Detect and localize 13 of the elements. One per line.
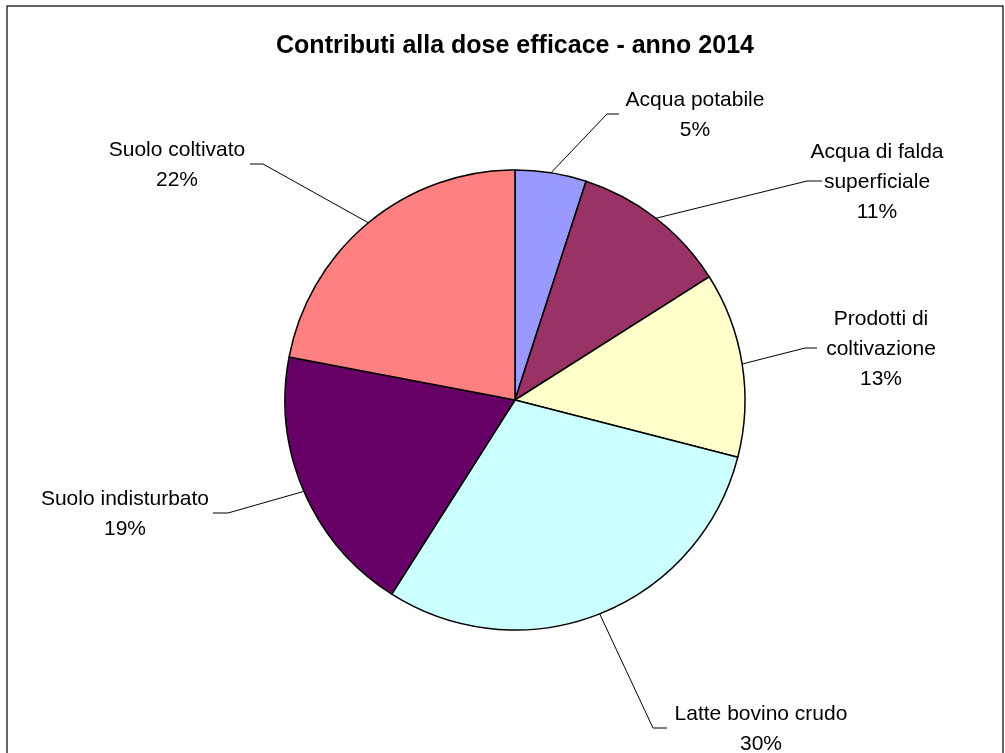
data-label: 30% bbox=[739, 731, 783, 753]
slice-label: Latte bovino crudo bbox=[674, 701, 848, 725]
slice-label: Prodotti di coltivazione bbox=[826, 306, 936, 360]
data-label: 13% bbox=[859, 366, 903, 390]
data-label: 22% bbox=[155, 167, 199, 191]
data-label: 5% bbox=[679, 117, 711, 141]
slice-label: Suolo coltivato bbox=[108, 137, 246, 161]
slice-label: Suolo indisturbato bbox=[40, 486, 210, 510]
chart-title: Contributi alla dose efficace - anno 2014 bbox=[276, 30, 755, 58]
slice-label: Acqua di falda superficiale bbox=[810, 139, 944, 193]
data-label: 19% bbox=[103, 516, 147, 540]
slice-label: Acqua potabile bbox=[625, 87, 765, 111]
data-label: 11% bbox=[856, 199, 898, 223]
